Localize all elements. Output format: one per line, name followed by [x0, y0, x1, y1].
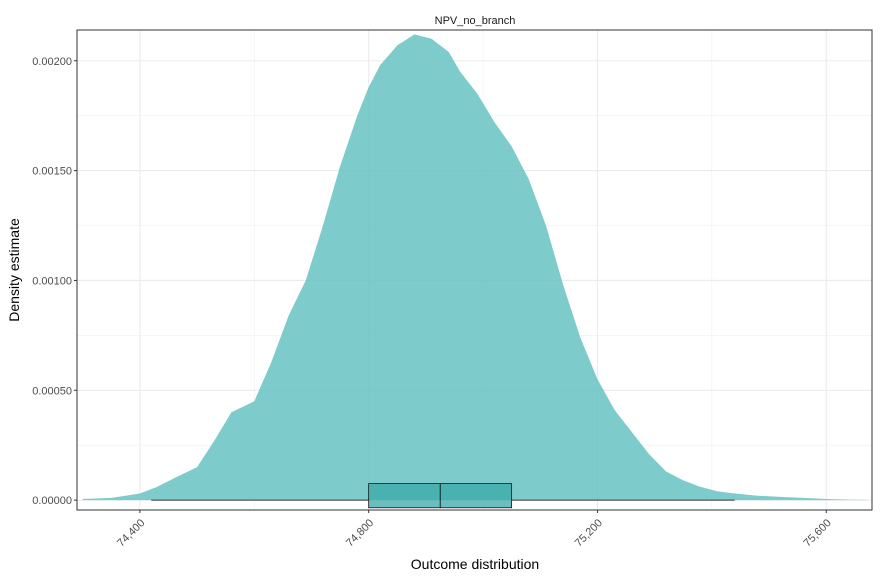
density-area: [82, 34, 867, 501]
y-tick-label: 0.00150: [32, 166, 72, 178]
plot-panel-border: [76, 29, 873, 511]
boxplot: [151, 483, 735, 509]
panel-title: NPV_no_branch: [435, 15, 516, 27]
y-axis-title: Density estimate: [6, 218, 22, 322]
y-tick-label: 0.00050: [32, 385, 72, 397]
y-tick-label: 0.00200: [32, 56, 72, 68]
y-tick-label: 0.00000: [32, 495, 72, 507]
density-layer: [82, 34, 867, 501]
x-axis-title: Outcome distribution: [411, 556, 539, 572]
y-tick-label: 0.00100: [32, 275, 72, 287]
